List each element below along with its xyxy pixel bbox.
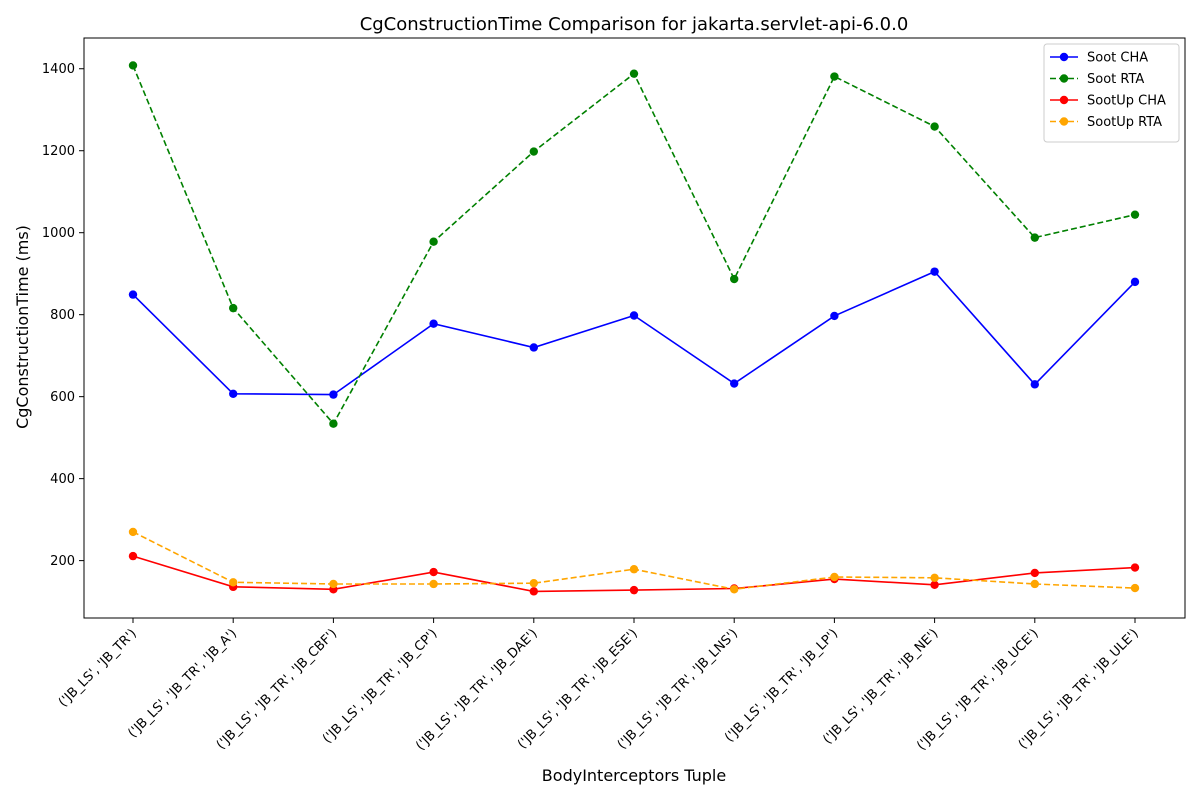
x-tick-label: ('JB_LS', 'JB_TR', 'JB_LP') <box>722 626 841 745</box>
y-tick-label: 600 <box>50 390 75 405</box>
x-axis-label: BodyInterceptors Tuple <box>542 766 726 785</box>
data-point-soot-rta <box>429 237 438 246</box>
data-point-sootup-cha <box>930 580 939 589</box>
series-line-soot-cha <box>132 270 1136 396</box>
data-point-sootup-rta <box>1130 583 1140 593</box>
data-point-sootup-rta <box>329 579 338 589</box>
data-point-soot-rta <box>329 419 338 428</box>
legend-marker-soot-cha <box>1059 52 1069 62</box>
data-point-sootup-rta <box>229 578 238 587</box>
data-point-sootup-cha <box>429 567 438 577</box>
y-axis-label: CgConstructionTime (ms) <box>13 225 32 429</box>
data-point-soot-cha <box>329 390 338 399</box>
data-point-soot-cha <box>930 267 939 276</box>
series-layer <box>128 61 1140 596</box>
legend-label-sootup-cha: SootUp CHA <box>1087 94 1166 109</box>
x-axis: ('JB_LS', 'JB_TR')('JB_LS', 'JB_TR', 'JB… <box>56 618 1142 754</box>
y-tick-label: 200 <box>50 554 75 569</box>
data-point-sootup-rta <box>930 573 939 583</box>
data-point-soot-rta <box>128 61 138 70</box>
data-point-sootup-rta <box>830 572 839 582</box>
data-point-soot-rta <box>730 274 739 284</box>
data-point-sootup-cha <box>1030 568 1040 578</box>
legend-marker-soot-rta <box>1059 74 1069 83</box>
data-point-soot-cha <box>1030 380 1040 389</box>
data-point-soot-rta <box>629 69 639 78</box>
legend: Soot CHA Soot RTA SootUp CHA SootUp RTA <box>1043 43 1180 143</box>
x-tick-label: ('JB_LS', 'JB_TR', 'JB_ESE') <box>515 626 641 752</box>
y-tick-label: 1200 <box>42 144 75 159</box>
data-point-sootup-rta <box>1030 579 1040 589</box>
data-point-soot-rta <box>1130 210 1140 219</box>
x-tick-label: ('JB_LS', 'JB_TR', 'JB_CP') <box>320 626 440 746</box>
data-point-soot-rta <box>830 72 839 81</box>
data-point-soot-cha <box>830 311 839 321</box>
data-point-sootup-cha <box>1130 563 1140 572</box>
x-tick-label: ('JB_LS', 'JB_TR') <box>56 626 140 710</box>
data-point-sootup-cha <box>128 551 138 561</box>
legend-label-soot-rta: Soot RTA <box>1087 72 1144 87</box>
data-point-sootup-rta <box>730 585 739 594</box>
data-point-soot-rta <box>529 147 538 156</box>
data-point-soot-rta <box>229 303 238 313</box>
data-point-soot-cha <box>629 311 639 320</box>
x-tick-label: ('JB_LS', 'JB_TR', 'JB_NE') <box>820 626 941 747</box>
legend-marker-sootup-rta <box>1059 117 1069 126</box>
data-point-soot-cha <box>229 389 238 398</box>
data-point-soot-cha <box>529 343 538 352</box>
data-point-soot-rta <box>930 122 939 131</box>
y-tick-label: 800 <box>50 308 75 323</box>
legend-frame <box>1043 43 1180 143</box>
data-point-sootup-cha <box>529 587 538 596</box>
x-tick-label: ('JB_LS', 'JB_TR', 'JB_ULE') <box>1016 626 1142 752</box>
chart-title: CgConstructionTime Comparison for jakart… <box>360 14 909 35</box>
data-point-soot-cha <box>128 290 138 299</box>
legend-marker-sootup-cha <box>1059 95 1069 105</box>
y-tick-label: 1400 <box>42 62 75 77</box>
data-point-sootup-rta <box>429 579 438 589</box>
data-point-sootup-rta <box>529 578 538 588</box>
data-point-sootup-rta <box>629 565 639 574</box>
series-line-soot-rta <box>132 65 1136 426</box>
y-tick-label: 400 <box>50 472 75 487</box>
data-point-sootup-rta <box>128 527 138 537</box>
legend-label-sootup-rta: SootUp RTA <box>1087 115 1162 130</box>
data-point-sootup-cha <box>629 585 639 595</box>
y-axis: 200 400 600 800 1000 1200 1400 <box>42 62 84 569</box>
data-point-soot-rta <box>1030 233 1040 242</box>
x-tick-label: ('JB_LS', 'JB_TR', 'JB_A') <box>125 626 240 741</box>
data-point-soot-cha <box>730 379 739 388</box>
plot-area <box>83 37 1186 619</box>
legend-label-soot-cha: Soot CHA <box>1087 51 1148 66</box>
series-line-sootup-rta <box>132 531 1136 591</box>
data-point-soot-cha <box>1130 277 1140 287</box>
data-point-soot-cha <box>429 319 438 328</box>
y-tick-label: 1000 <box>42 226 75 241</box>
